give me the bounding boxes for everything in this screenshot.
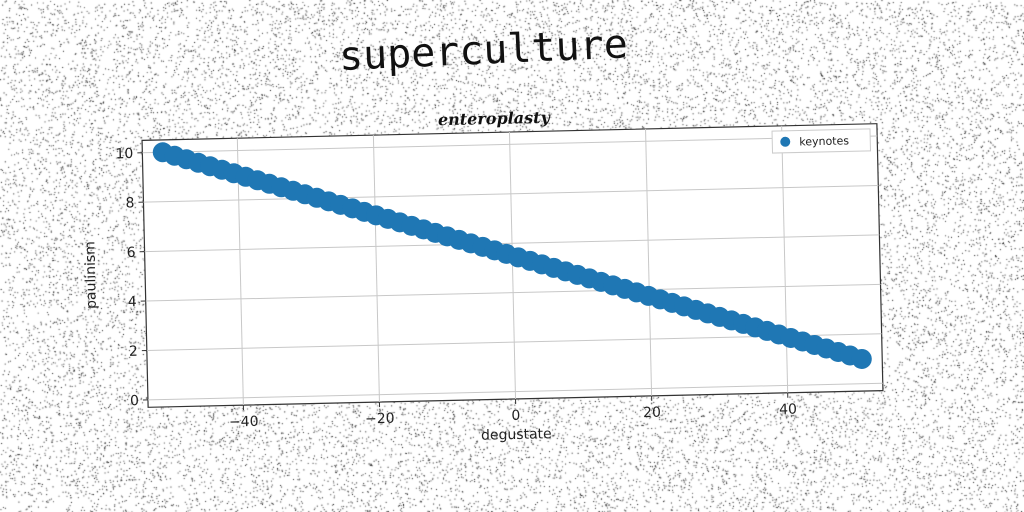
x-tick-label: 20 — [643, 405, 661, 421]
x-tick-label: 0 — [511, 408, 520, 424]
y-gridline — [142, 135, 878, 154]
y-tick-label: 10 — [115, 146, 133, 162]
y-tick-label: 8 — [125, 195, 134, 211]
y-tick-label: 6 — [127, 245, 136, 261]
y-gridline — [147, 382, 883, 401]
x-tick-label: 40 — [779, 402, 797, 418]
legend-box — [771, 128, 872, 154]
y-axis-label: paulinism — [82, 241, 100, 309]
y-gridline — [144, 234, 880, 253]
y-tick-label: 4 — [128, 294, 137, 310]
x-gridline — [645, 128, 653, 396]
x-axis-label: degustate — [481, 426, 552, 444]
y-gridline — [143, 184, 879, 203]
y-tick-label: 2 — [129, 344, 138, 360]
chart-subtitle: enteroplasty — [438, 108, 552, 130]
y-gridline — [145, 283, 881, 302]
scatter-points — [152, 142, 872, 369]
ticks: −40 −20 0 20 40 0 2 4 6 8 10 — [115, 146, 797, 431]
x-gridline — [781, 125, 789, 393]
legend: keynotes — [771, 128, 872, 154]
scatter-point — [851, 348, 872, 369]
x-tick-label: −20 — [365, 411, 395, 428]
x-tick-label: −40 — [229, 414, 259, 431]
x-gridline — [372, 135, 380, 403]
y-tick-label: 0 — [130, 393, 139, 409]
plot-area: −40 −20 0 20 40 0 2 4 6 8 10 keynotes degustate pa… — [82, 123, 884, 444]
legend-label: keynotes — [799, 134, 849, 148]
legend-marker — [780, 136, 791, 147]
